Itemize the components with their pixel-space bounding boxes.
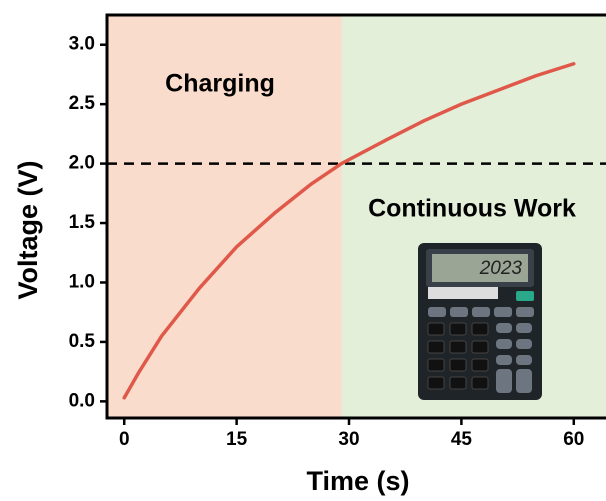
y-tick-label: 1.5 [69,212,96,233]
region-label: Continuous Work [368,195,576,223]
x-tick-label: 30 [338,429,359,450]
y-tick-label: 0.5 [69,331,96,352]
x-tick-label: 0 [119,429,130,450]
y-tick-label: 0.0 [69,390,95,411]
region-label: Charging [165,70,275,98]
chart: Time (s) Voltage (V) Charging Continuous … [0,0,606,501]
y-axis-label: Voltage (V) [13,160,43,299]
y-tick-label: 1.0 [69,271,95,292]
y-tick-label: 2.0 [69,153,95,174]
calculator-display: 2023 [479,258,523,279]
x-tick-label: 45 [451,429,473,450]
y-tick-label: 3.0 [69,34,95,55]
calculator-image: 2023 [418,243,542,400]
x-tick-label: 60 [563,429,584,450]
y-tick-label: 2.5 [69,93,96,114]
x-tick-label: 15 [226,429,248,450]
x-axis-label: Time (s) [306,466,409,496]
